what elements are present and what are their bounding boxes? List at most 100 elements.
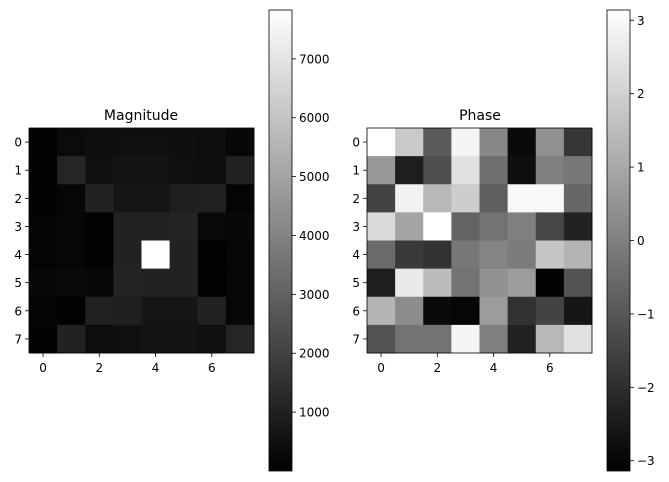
magnitude-x-tick-label: 6 [208,361,216,375]
phase-cell-7-6 [535,324,565,354]
phase-y-tick-label: 1 [352,164,360,178]
magnitude-cell-0-6 [197,128,227,157]
magnitude-panel: Magnitude 0 1 2 3 4 5 6 7 0 2 4 6 1000 2000 3000 4000… [14,9,330,472]
magnitude-cell-2-1 [57,184,86,213]
phase-y-tick-label: 7 [352,332,360,346]
phase-colorbar-tick-label: 1 [637,161,645,175]
magnitude-cell-0-5 [169,128,199,157]
magnitude-cell-1-0 [29,156,58,185]
phase-cell-5-3 [451,268,480,298]
phase-cell-5-5 [507,268,537,298]
phase-cell-1-3 [451,156,480,185]
phase-cell-0-1 [395,128,424,157]
magnitude-cell-7-1 [57,324,86,354]
phase-cell-7-4 [479,324,509,354]
phase-y-tick-label: 3 [352,220,360,234]
phase-colorbar-tick-label: 3 [637,14,645,28]
magnitude-cell-1-7 [225,156,255,185]
phase-y-tick-label: 2 [352,192,360,206]
phase-cell-1-5 [507,156,537,185]
magnitude-cell-2-0 [29,184,58,213]
magnitude-cell-3-4 [141,212,171,241]
magnitude-cell-3-5 [169,212,199,241]
phase-cell-6-0 [367,296,396,326]
phase-cell-4-1 [395,240,424,270]
magnitude-colorbar-gradient [268,9,293,472]
phase-colorbar-gradient [606,9,631,472]
magnitude-cell-5-3 [113,268,142,298]
phase-y-tick-label: 0 [352,136,360,150]
magnitude-cell-7-5 [169,324,199,354]
phase-cell-0-4 [479,128,509,157]
phase-cell-5-7 [563,268,593,298]
magnitude-cell-3-6 [197,212,227,241]
magnitude-cell-0-7 [225,128,255,157]
magnitude-cell-1-5 [169,156,199,185]
magnitude-cell-4-5 [169,240,199,270]
phase-x-tick-label: 2 [433,361,441,375]
phase-cell-2-4 [479,184,509,213]
phase-x-tick-label: 0 [377,361,385,375]
magnitude-cell-2-7 [225,184,255,213]
phase-cell-0-0 [367,128,396,157]
phase-cell-6-2 [423,296,452,326]
phase-y-tick-label: 6 [352,304,360,318]
magnitude-cell-3-0 [29,212,58,241]
phase-cell-6-7 [563,296,593,326]
phase-cell-1-0 [367,156,396,185]
magnitude-y-tick-label: 7 [14,332,22,346]
magnitude-cell-5-5 [169,268,199,298]
phase-cell-3-0 [367,212,396,241]
phase-cell-2-0 [367,184,396,213]
phase-panel: Phase 0 1 2 3 4 5 6 7 0 2 4 6 3 2 1 0 −1 −2 −3 [352,9,655,472]
phase-heatmap [366,127,593,354]
phase-cell-4-4 [479,240,509,270]
phase-cell-3-3 [451,212,480,241]
phase-cell-5-6 [535,268,565,298]
magnitude-cell-7-4 [141,324,171,354]
phase-cell-5-1 [395,268,424,298]
magnitude-cell-2-3 [113,184,142,213]
phase-y-tick-label: 5 [352,276,360,290]
phase-cell-4-6 [535,240,565,270]
phase-cell-1-7 [563,156,593,185]
magnitude-cell-0-1 [57,128,86,157]
magnitude-cell-0-3 [113,128,142,157]
magnitude-cell-4-0 [29,240,58,270]
magnitude-cell-2-2 [85,184,114,213]
phase-cell-5-4 [479,268,509,298]
magnitude-cell-6-2 [85,296,114,326]
phase-frame [366,127,593,354]
magnitude-x-tick-label: 2 [95,361,103,375]
phase-cell-2-6 [535,184,565,213]
magnitude-colorbar-tick-label: 7000 [299,52,330,66]
phase-cell-3-4 [479,212,509,241]
magnitude-cell-6-5 [169,296,199,326]
magnitude-cell-4-2 [85,240,114,270]
phase-cell-0-5 [507,128,537,157]
magnitude-cell-7-0 [29,324,58,354]
phase-cell-4-3 [451,240,480,270]
phase-cell-3-1 [395,212,424,241]
phase-cell-2-5 [507,184,537,213]
magnitude-cell-6-6 [197,296,227,326]
magnitude-cell-5-6 [197,268,227,298]
magnitude-y-tick-label: 3 [14,220,22,234]
phase-cell-4-0 [367,240,396,270]
phase-cell-7-3 [451,324,480,354]
magnitude-x-ticks: 0 2 4 6 [39,353,216,375]
phase-cell-0-7 [563,128,593,157]
phase-cell-5-0 [367,268,396,298]
magnitude-cell-6-7 [225,296,255,326]
magnitude-cell-4-7 [225,240,255,270]
magnitude-cell-0-4 [141,128,171,157]
magnitude-x-tick-label: 4 [152,361,160,375]
magnitude-y-tick-label: 5 [14,276,22,290]
phase-y-tick-label: 4 [352,248,360,262]
phase-cell-6-3 [451,296,480,326]
magnitude-cell-5-2 [85,268,114,298]
magnitude-cell-1-4 [141,156,171,185]
magnitude-cell-0-0 [29,128,58,157]
phase-cell-2-3 [451,184,480,213]
